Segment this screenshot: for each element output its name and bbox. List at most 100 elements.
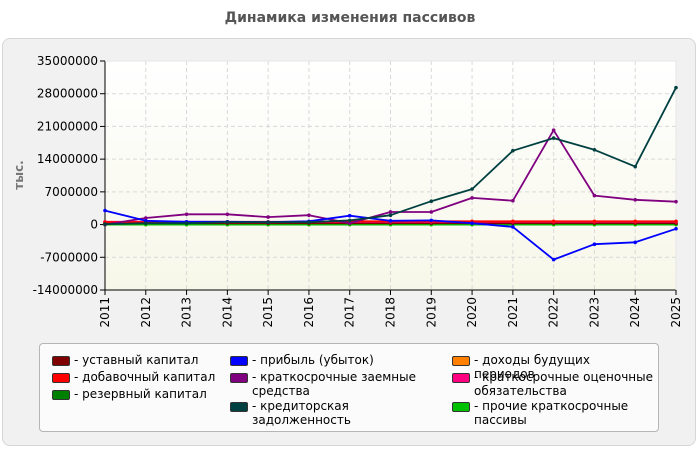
legend-label: - добавочный капитал bbox=[74, 370, 216, 384]
data-point bbox=[225, 220, 230, 225]
legend-item: - добавочный капитал bbox=[52, 370, 254, 384]
data-point bbox=[633, 198, 638, 202]
legend-label: - доходы будущих периодов bbox=[474, 353, 590, 381]
data-point bbox=[103, 208, 107, 213]
legend-item: - кредиторская задолженность bbox=[230, 399, 432, 427]
data-point bbox=[347, 218, 352, 223]
data-point bbox=[266, 215, 270, 219]
y-tick-label: 0 bbox=[90, 218, 98, 232]
y-tick-label: 21000000 bbox=[37, 119, 98, 133]
legend-swatch bbox=[52, 356, 70, 366]
x-tick-label: 2024 bbox=[628, 297, 642, 328]
legend-swatch bbox=[230, 402, 248, 412]
y-tick-label: 28000000 bbox=[37, 87, 98, 101]
x-tick-label: 2022 bbox=[547, 297, 561, 328]
data-point bbox=[347, 213, 352, 218]
legend-label: - уставный капитал bbox=[74, 353, 199, 367]
data-point bbox=[633, 219, 638, 224]
data-point bbox=[674, 219, 678, 224]
x-tick-label: 2019 bbox=[424, 297, 438, 328]
data-point bbox=[633, 240, 638, 245]
chart-title: Динамика изменения пассивов bbox=[224, 10, 476, 26]
data-point bbox=[551, 257, 556, 262]
data-point bbox=[551, 128, 556, 132]
legend-item: - прочие краткосрочные пассивы bbox=[452, 399, 654, 427]
data-point bbox=[184, 212, 189, 217]
y-tick-label: 7000000 bbox=[45, 185, 98, 199]
legend-swatch bbox=[52, 390, 70, 400]
data-point bbox=[511, 198, 515, 203]
series-lines bbox=[103, 85, 678, 262]
data-point bbox=[674, 199, 678, 204]
data-point bbox=[592, 219, 597, 224]
legend-item: - уставный капитал bbox=[52, 353, 254, 367]
x-tick-label: 2012 bbox=[139, 297, 153, 328]
data-point bbox=[511, 219, 515, 224]
axes bbox=[100, 60, 677, 295]
x-tick-label: 2015 bbox=[261, 297, 275, 328]
legend-item: - доходы будущих периодов bbox=[452, 353, 654, 381]
legend-label: - резервный капитал bbox=[74, 387, 207, 401]
y-tick-label: -14000000 bbox=[33, 283, 98, 297]
data-point bbox=[633, 164, 638, 169]
data-point bbox=[307, 220, 311, 225]
legend-swatch bbox=[452, 356, 470, 366]
legend-swatch bbox=[452, 373, 470, 383]
legend-label: - прочие краткосрочные пассивы bbox=[474, 399, 629, 427]
data-point bbox=[674, 226, 678, 231]
x-tick-label: 2016 bbox=[302, 297, 316, 328]
legend-swatch bbox=[230, 356, 248, 366]
legend-label: - краткосрочные заемные средства bbox=[252, 370, 416, 398]
data-point bbox=[347, 221, 352, 225]
data-point bbox=[592, 193, 597, 198]
y-tick-label: 14000000 bbox=[37, 152, 98, 166]
legend-label: - прибыль (убыток) bbox=[252, 353, 374, 367]
data-point bbox=[143, 221, 148, 225]
y-tick-label: -7000000 bbox=[40, 250, 98, 264]
grid-lines bbox=[104, 60, 677, 291]
y-axis-label: тыс. bbox=[12, 160, 26, 189]
y-tick-labels: 35000000 28000000 21000000 14000000 7000000 0… bbox=[33, 54, 98, 297]
data-point bbox=[511, 225, 515, 229]
data-point bbox=[470, 221, 474, 225]
data-point bbox=[592, 242, 597, 246]
x-tick-label: 2021 bbox=[506, 297, 520, 328]
series-5 bbox=[103, 85, 678, 226]
data-point bbox=[551, 219, 556, 224]
legend-label: - краткосрочные оценочные обязательства bbox=[474, 370, 653, 398]
data-point bbox=[266, 220, 270, 225]
data-point bbox=[388, 219, 393, 223]
legend-label: - кредиторская задолженность bbox=[252, 399, 351, 427]
legend-swatch bbox=[452, 402, 470, 412]
x-tick-label: 2025 bbox=[669, 297, 683, 328]
data-point bbox=[103, 222, 107, 226]
data-point bbox=[551, 136, 556, 140]
data-point bbox=[470, 187, 474, 191]
legend-item: - краткосрочные оценочные обязательства bbox=[452, 370, 654, 398]
data-point bbox=[429, 210, 434, 214]
legend-swatch bbox=[52, 373, 70, 383]
legend-item: - резервный капитал bbox=[52, 387, 254, 401]
y-tick-label: 35000000 bbox=[37, 54, 98, 68]
data-point bbox=[388, 213, 393, 218]
data-point bbox=[143, 216, 148, 220]
x-tick-label: 2014 bbox=[220, 297, 234, 328]
data-point bbox=[184, 221, 189, 225]
data-point bbox=[225, 212, 230, 217]
legend: - уставный капитал - добавочный капитал - … bbox=[39, 343, 659, 432]
data-point bbox=[429, 218, 434, 223]
x-tick-label: 2017 bbox=[343, 297, 357, 328]
data-point bbox=[429, 199, 434, 204]
legend-item: - краткосрочные заемные средства bbox=[230, 370, 432, 398]
x-tick-label: 2018 bbox=[384, 297, 398, 328]
data-point bbox=[511, 148, 515, 153]
data-point bbox=[470, 196, 474, 200]
data-point bbox=[307, 213, 311, 218]
legend-item: - прибыль (убыток) bbox=[230, 353, 432, 367]
data-point bbox=[674, 85, 678, 90]
legend-swatch bbox=[230, 373, 248, 383]
x-tick-label: 2023 bbox=[587, 297, 601, 328]
x-tick-label: 2020 bbox=[465, 297, 479, 328]
data-point bbox=[592, 147, 597, 152]
